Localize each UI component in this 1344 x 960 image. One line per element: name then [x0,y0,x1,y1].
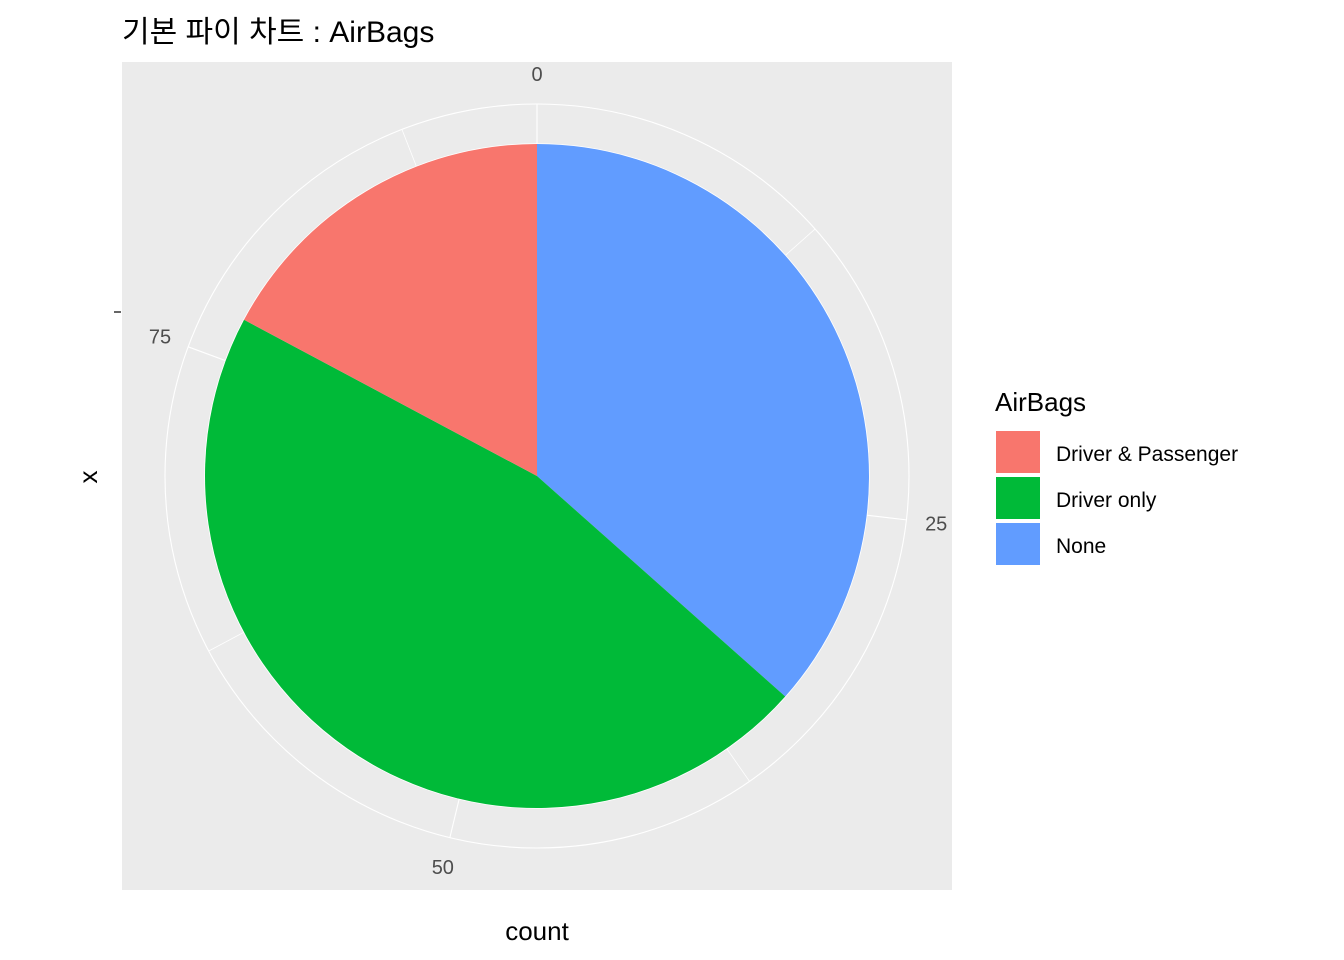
tick-label-75: 75 [149,326,171,348]
legend-label: None [1056,535,1106,558]
grid-spoke [449,798,460,838]
legend-key-driver-passenger [996,431,1040,473]
tick-label-25: 25 [925,513,947,535]
radial-tick-labels: 0 25 50 75 [149,64,947,879]
legend-label: Driver & Passenger [1056,443,1238,466]
tick-label-0: 0 [531,64,542,86]
pie-slices [204,143,869,808]
legend-key-driver-only [996,477,1040,519]
x-axis-title: count [505,916,569,946]
legend-title: AirBags [995,387,1086,417]
grid-spoke [187,346,226,362]
chart-title: 기본 파이 차트 : AirBags [122,16,434,49]
legend: AirBags Driver & Passenger Driver only Non… [995,387,1238,565]
pie-slice-none [537,144,869,697]
grid-spoke [866,514,907,521]
pie-slice-driver-passenger [244,143,537,476]
pie-slice-driver-only [204,319,786,808]
grid-minor-spoke [726,748,750,782]
legend-label: Driver only [1056,489,1157,512]
grid-minor-spoke [401,129,417,167]
grid-minor-spoke [208,631,245,652]
y-axis-title: x [73,471,103,484]
legend-key-none [996,523,1040,565]
tick-label-50: 50 [432,857,454,879]
grid-minor-spoke [784,228,816,256]
